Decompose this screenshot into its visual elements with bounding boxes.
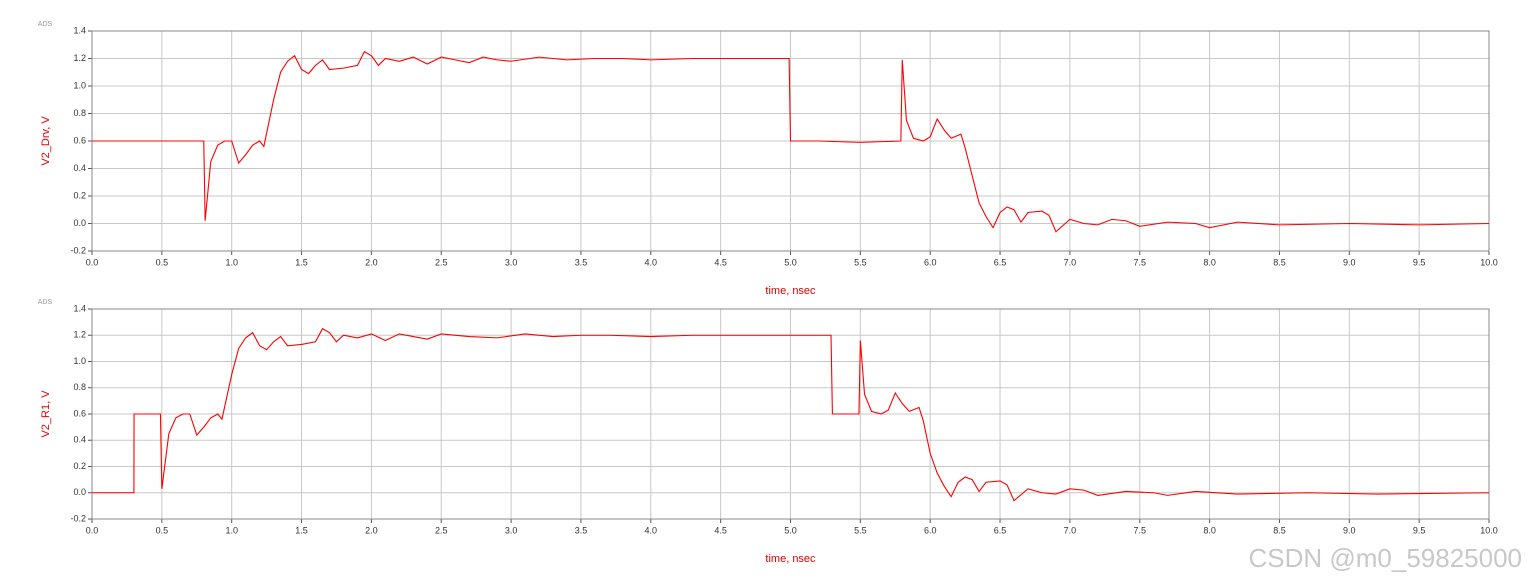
x-tick-label: 9.0: [1343, 257, 1356, 267]
x-tick-label: 8.5: [1273, 257, 1286, 267]
waveform: [92, 327, 1490, 502]
x-tick-label: 4.0: [645, 525, 658, 535]
y-tick-label: 0.2: [73, 190, 86, 200]
x-tick-label: 6.0: [924, 525, 937, 535]
x-tick-label: 8.5: [1273, 525, 1286, 535]
x-tick-label: 2.5: [435, 257, 448, 267]
y-tick-label: 0.8: [73, 108, 86, 118]
y-tick-label: 0.0: [73, 487, 86, 497]
x-tick-label: 1.5: [295, 257, 308, 267]
x-tick-label: 0.5: [156, 525, 169, 535]
logo: ADS: [38, 299, 53, 306]
x-tick-label: 2.0: [365, 257, 378, 267]
y-axis-label: V2_Drv, V: [40, 116, 52, 166]
y-tick-label: 1.4: [73, 25, 86, 35]
watermark: CSDN @m0_59825000: [1248, 543, 1522, 573]
x-tick-label: 0.0: [86, 525, 99, 535]
x-tick-label: 5.5: [854, 525, 867, 535]
x-tick-label: 2.0: [365, 525, 378, 535]
waveform: [92, 50, 1490, 233]
x-tick-label: 6.5: [994, 525, 1007, 535]
x-tick-label: 7.5: [1133, 525, 1146, 535]
x-tick-label: 4.5: [714, 525, 727, 535]
x-tick-label: 3.5: [575, 525, 588, 535]
y-tick-label: 1.2: [73, 330, 86, 340]
y-tick-label: 0.6: [73, 135, 86, 145]
x-tick-label: 10.0: [1480, 525, 1498, 535]
x-axis-label: time, nsec: [765, 285, 816, 297]
x-tick-label: 10.0: [1480, 257, 1498, 267]
y-tick-label: -0.2: [70, 513, 86, 523]
y-tick-label: 1.0: [73, 356, 86, 366]
y-tick-label: 0.2: [73, 461, 86, 471]
x-tick-label: 4.5: [714, 257, 727, 267]
x-tick-label: 6.5: [994, 257, 1007, 267]
y-tick-label: 1.0: [73, 80, 86, 90]
x-tick-label: 0.0: [86, 257, 99, 267]
y-tick-label: 1.4: [73, 303, 86, 313]
x-tick-label: 6.0: [924, 257, 937, 267]
x-tick-label: 5.5: [854, 257, 867, 267]
x-tick-label: 1.5: [295, 525, 308, 535]
y-tick-label: 1.2: [73, 53, 86, 63]
x-tick-label: 5.0: [784, 257, 797, 267]
y-axis-label: V2_R1, V: [40, 390, 52, 438]
y-tick-label: 0.0: [73, 218, 86, 228]
x-tick-label: 7.0: [1064, 257, 1077, 267]
x-tick-label: 7.5: [1133, 257, 1146, 267]
x-tick-label: 3.5: [575, 257, 588, 267]
x-tick-label: 2.5: [435, 525, 448, 535]
y-tick-label: 0.4: [73, 163, 86, 173]
x-tick-label: 8.0: [1203, 525, 1216, 535]
x-axis-label: time, nsec: [765, 553, 816, 565]
y-tick-label: -0.2: [70, 245, 86, 255]
logo: ADS: [38, 21, 53, 28]
x-tick-label: 0.5: [156, 257, 169, 267]
x-tick-label: 1.0: [225, 525, 238, 535]
x-tick-label: 5.0: [784, 525, 797, 535]
x-tick-label: 9.5: [1413, 257, 1426, 267]
x-tick-label: 9.0: [1343, 525, 1356, 535]
plot-frame: [91, 308, 1490, 520]
x-tick-label: 1.0: [225, 257, 238, 267]
x-tick-label: 7.0: [1064, 525, 1077, 535]
y-tick-label: 0.4: [73, 435, 86, 445]
y-tick-label: 0.6: [73, 408, 86, 418]
y-tick-label: 0.8: [73, 382, 86, 392]
x-tick-label: 8.0: [1203, 257, 1216, 267]
x-tick-label: 3.0: [505, 257, 518, 267]
x-tick-label: 3.0: [505, 525, 518, 535]
x-tick-label: 4.0: [645, 257, 658, 267]
x-tick-label: 9.5: [1413, 525, 1426, 535]
